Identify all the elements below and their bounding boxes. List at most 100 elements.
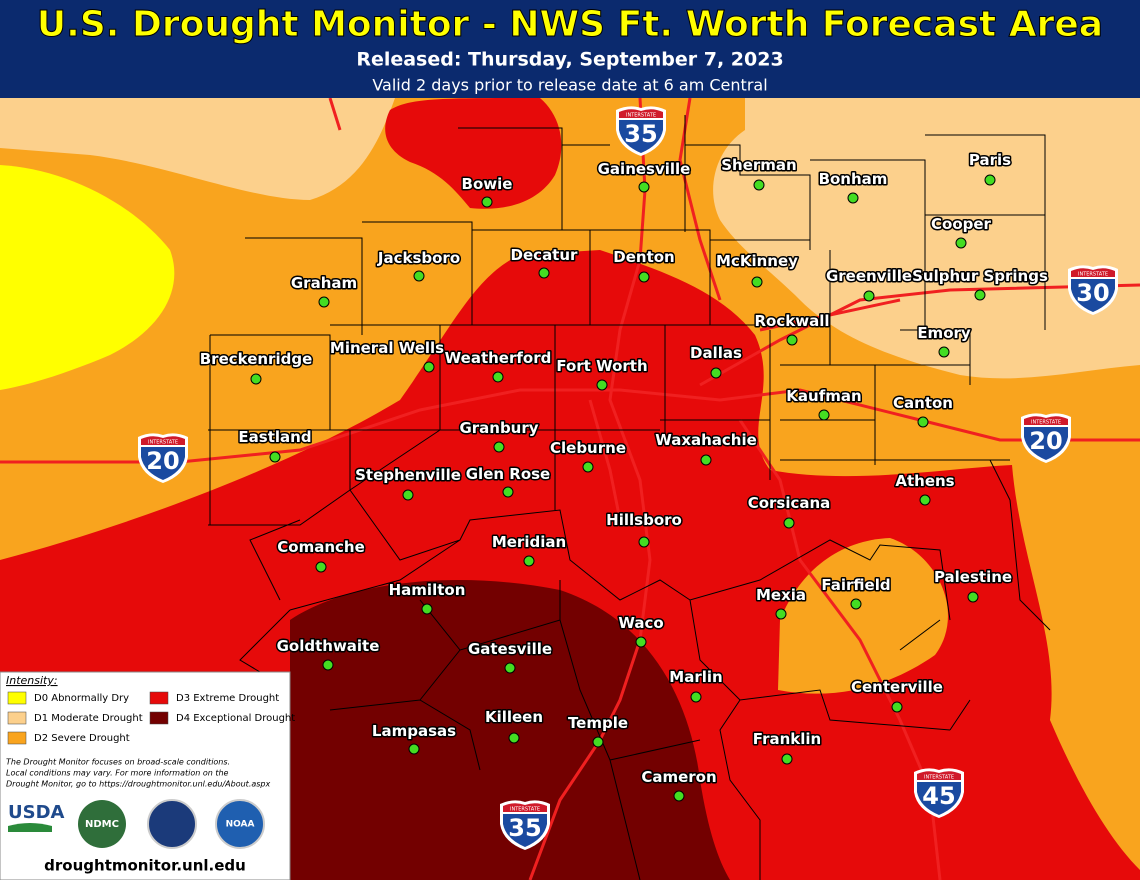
shield-label: INTERSTATE [626,113,656,119]
shield-label: INTERSTATE [1078,272,1108,278]
shield-blue [619,120,663,153]
city-label: Franklin [753,730,821,748]
logo-usda: USDA [8,802,65,823]
shield-blue [503,814,547,847]
valid: Valid 2 days prior to release date at 6 … [372,76,767,95]
city-label: Rockwall [755,312,830,330]
city-label: Fairfield [821,576,890,594]
d2-region [778,538,948,694]
city-dot [850,598,862,610]
city-label: Granbury [459,419,538,437]
city-dot [891,701,903,713]
city-dot [863,290,875,302]
city-dot [847,192,859,204]
city-dot [710,367,722,379]
city-dot [408,743,420,755]
city-label: Jacksboro [377,249,460,267]
city-dot [967,591,979,603]
city-dot [315,561,327,573]
city-dot [538,267,550,279]
city-label: McKinney [716,252,798,270]
city-dot [955,237,967,249]
legend-label: D4 Exceptional Drought [176,713,295,724]
roads [0,97,1140,880]
note: The Drought Monitor focuses on broad-sca… [6,758,230,767]
city-label: Gainesville [598,160,691,178]
city-label: Canton [893,394,953,412]
shield-red [917,771,961,780]
city-label: Meridian [492,533,566,551]
legend-label: D0 Abnormally Dry [34,693,129,704]
city-dot [917,416,929,428]
city-dot [753,179,765,191]
city-label: Paris [969,151,1011,169]
logo-seal [147,799,197,849]
city-label: Greenville [826,267,912,285]
city-dot [504,662,516,674]
legend-swatch [7,731,27,745]
shield-red [141,436,185,445]
city-label: Hillsboro [606,511,682,529]
city-label: Killeen [485,708,543,726]
shield-number: 45 [922,782,955,810]
city-dot [322,659,334,671]
shield-blue [141,447,185,480]
city-dot [582,461,594,473]
legend-swatch [149,711,169,725]
city-dot [592,736,604,748]
shield-blue [1024,427,1068,460]
city-label: Cooper [931,215,992,233]
city-label: Weatherford [445,349,552,367]
url: droughtmonitor.unl.edu [44,857,246,875]
city-label: Bowie [462,175,513,193]
city-label: Decatur [511,246,578,264]
legend-swatch [7,691,27,705]
city-dot [638,271,650,283]
legend: Intensity: D0 Abnormally Dry D1 Moderate … [0,671,295,880]
header-band [0,0,1140,98]
city-dot [783,517,795,529]
city-label: Gatesville [468,640,552,658]
shield-label: INTERSTATE [1031,420,1061,426]
legend-title: Intensity: [6,674,58,687]
logo-usda-hills [8,823,52,832]
city-label: Sulphur Springs [912,267,1048,285]
legend-swatch [149,691,169,705]
city-label: Lampasas [372,722,456,740]
city-dot [781,753,793,765]
city-label: Denton [613,248,674,266]
city-dot [818,409,830,421]
city-dot [493,441,505,453]
city-label: Hamilton [389,581,466,599]
city-label: Comanche [277,538,365,556]
city-label: Breckenridge [200,350,313,368]
city-dot [523,555,535,567]
city-label: Bonham [819,170,888,188]
city-dot [250,373,262,385]
d3-region [385,98,562,209]
city-label: Corsicana [748,494,831,512]
city-label: Cameron [641,768,716,786]
city-dot [318,296,330,308]
logo-ndmc-ring [78,800,126,848]
city-dot [938,346,950,358]
city-dot [638,181,650,193]
city-dot [635,636,647,648]
shield-red [503,803,547,812]
city-label: Glen Rose [466,465,551,483]
legend-swatch [7,711,27,725]
city-label: Waxahachie [655,431,757,449]
city-label: Goldthwaite [277,637,380,655]
shield-number: 20 [1029,427,1062,455]
note: Local conditions may vary. For more info… [6,769,229,778]
city-label: Kaufman [786,387,861,405]
city-label: Temple [568,714,628,732]
city-dot [690,691,702,703]
city-dot [481,196,493,208]
city-label: Centerville [851,678,943,696]
shield-number: 30 [1076,279,1109,307]
